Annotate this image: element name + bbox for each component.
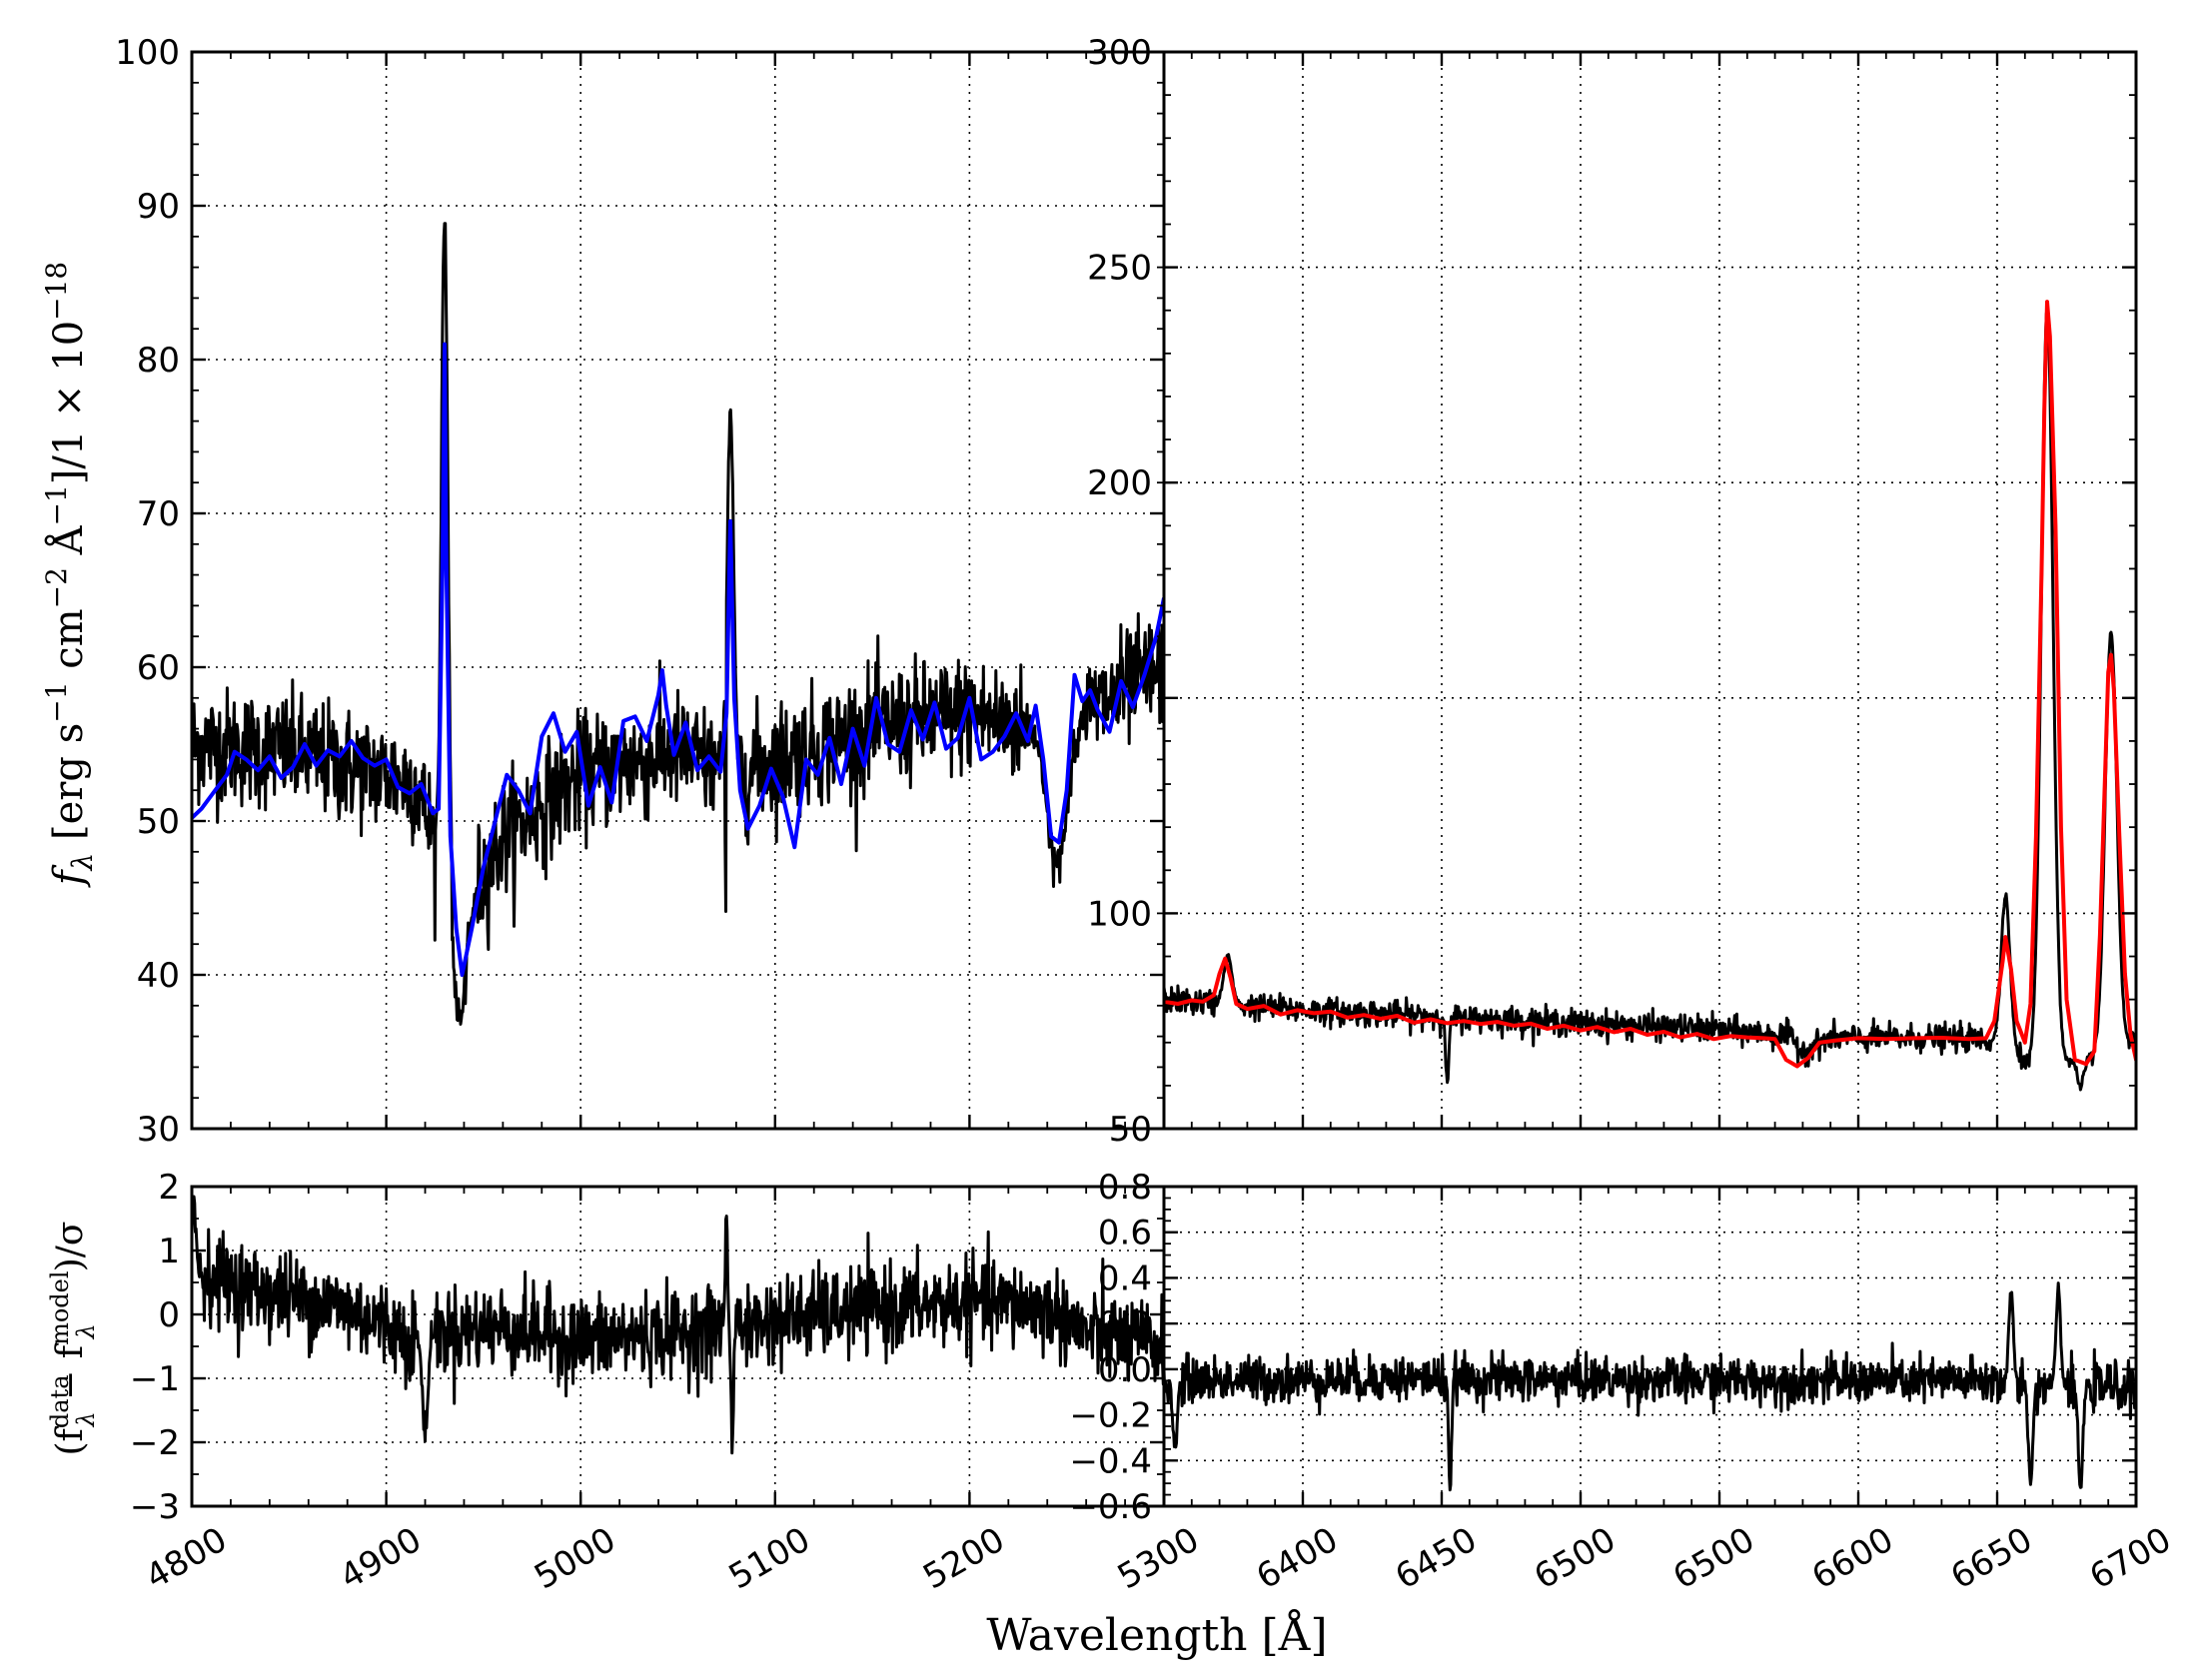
- y-tick-label: 30: [137, 1110, 180, 1150]
- panel-top-right: 50 100 200 250 300: [1087, 33, 2138, 1150]
- x-tick-label: 6600: [1805, 1520, 1900, 1598]
- y-tick-label: 0.2: [1098, 1304, 1152, 1344]
- y-tick-label: 2: [158, 1168, 180, 1208]
- x-tick-label: 6400: [1250, 1520, 1345, 1598]
- y-tick-label: 40: [137, 956, 180, 996]
- y-tick-label: 70: [137, 494, 180, 534]
- y-tick-label: 60: [137, 648, 180, 688]
- x-tick-label: 6500: [1528, 1520, 1623, 1598]
- y-tick-label: 50: [1109, 1110, 1152, 1150]
- panel-bottom-left: −3 −2 −1 0 1 2 4800 4900 5000 5100 5200 5300: [130, 1168, 1206, 1597]
- x-tick-label: 6500: [1666, 1520, 1761, 1598]
- y-tick-label: −0.4: [1069, 1441, 1152, 1481]
- series-data: [192, 222, 1164, 1026]
- panel-top-left: 30 40 50 60 70 80 90 100: [115, 33, 1166, 1150]
- y-tick-label: −3: [130, 1487, 180, 1527]
- plot-frame: [190, 1185, 1166, 1508]
- y-tick-label: −1: [130, 1359, 180, 1399]
- y-tick-label: 0.0: [1098, 1350, 1152, 1390]
- x-tick-label: 5100: [722, 1520, 817, 1598]
- series-model: [192, 342, 1164, 977]
- y-tick-label: 90: [137, 187, 180, 227]
- y-tick-label: 1: [158, 1232, 180, 1271]
- y-tick-label: 50: [137, 802, 180, 842]
- y-tick-label: 300: [1087, 33, 1152, 73]
- y-tick-label: −0.2: [1069, 1396, 1152, 1436]
- y-tick-label: 100: [115, 33, 180, 73]
- y-tick-label: 80: [137, 341, 180, 381]
- x-tick-label: 5000: [528, 1520, 622, 1598]
- x-tick-label: 4900: [334, 1520, 429, 1598]
- plot-frame: [1162, 1185, 2138, 1508]
- y-tick-label: 250: [1087, 249, 1152, 289]
- y-tick-label: 0.4: [1098, 1259, 1152, 1298]
- x-axis-title: Wavelength [Å]: [986, 1608, 1327, 1661]
- x-tick-label: 5200: [916, 1520, 1011, 1598]
- series-model: [1164, 300, 2136, 1069]
- y-tick-label: 0.6: [1098, 1214, 1152, 1254]
- y-tick-label: 0: [158, 1295, 180, 1335]
- y-tick-label: −0.6: [1069, 1487, 1152, 1527]
- y-tick-label: 200: [1087, 463, 1152, 503]
- series-residual: [1164, 1281, 2136, 1492]
- y-axis-title-top: fλ [erg s−1 cm−2 Å−1]/1 × 10−18: [40, 262, 99, 889]
- series-data: [1164, 308, 2136, 1092]
- x-tick-label: 6650: [1944, 1520, 2039, 1598]
- x-tick-label: 6450: [1389, 1520, 1484, 1598]
- y-tick-label: 100: [1087, 894, 1152, 934]
- y-tick-label: −2: [130, 1423, 180, 1463]
- x-tick-label: 4800: [139, 1520, 234, 1598]
- plot-frame: [1162, 50, 2138, 1131]
- series-residual: [192, 1195, 1164, 1455]
- x-tick-label: 5300: [1111, 1520, 1206, 1598]
- y-tick-label: 0.8: [1098, 1168, 1152, 1208]
- plot-frame: [190, 50, 1166, 1131]
- panel-bottom-right: −0.6 −0.4 −0.2 0.0 0.2 0.4 0.6 0.8 6400 6450 6500 6…: [1069, 1168, 2178, 1597]
- y-axis-title-bottom: (fdataλ − fmodelλ)/σ: [46, 1221, 100, 1455]
- x-tick-label: 6700: [2083, 1520, 2178, 1598]
